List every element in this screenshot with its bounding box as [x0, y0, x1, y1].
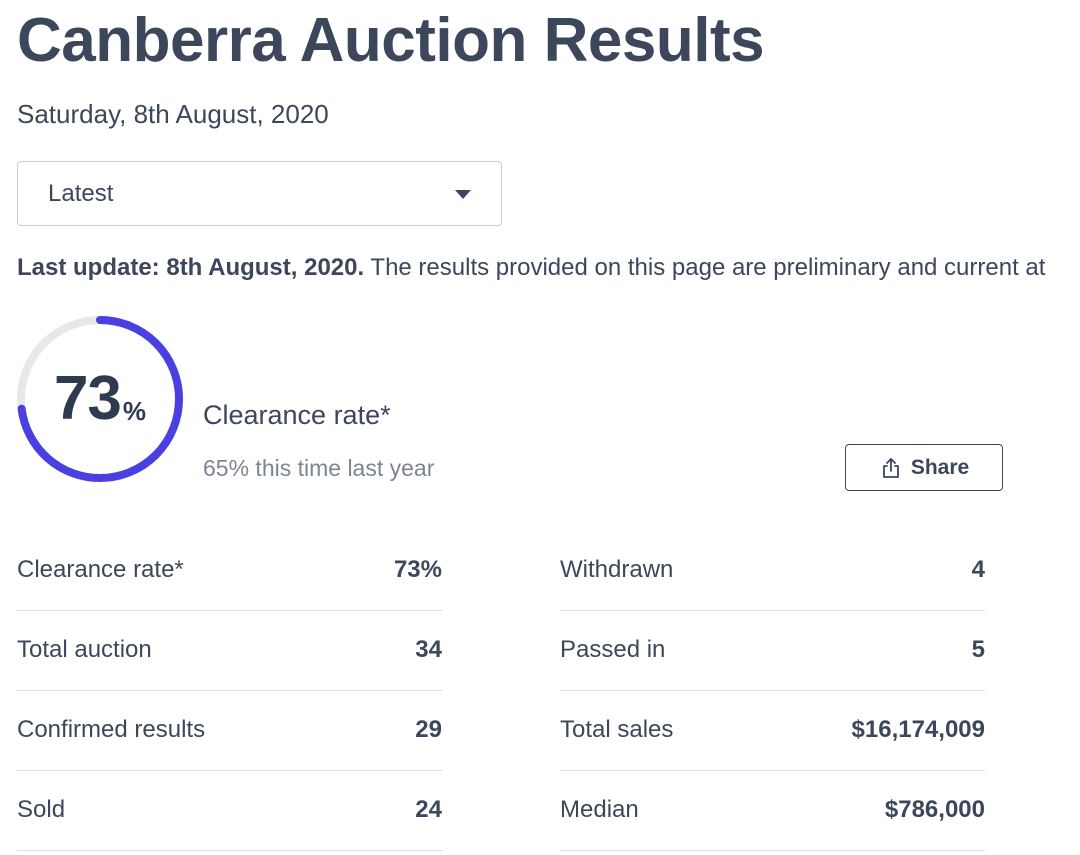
stat-value: 5: [971, 636, 985, 663]
share-button-label: Share: [910, 455, 970, 479]
stat-label: Withdrawn: [560, 556, 674, 583]
last-update-notice: Last update: 8th August, 2020. The resul…: [17, 252, 1080, 284]
stats-table-right: Withdrawn 4 Passed in 5 Total sales $16,…: [560, 531, 985, 851]
gauge-value: 73%: [15, 314, 185, 484]
chevron-down-icon: [455, 190, 471, 199]
stat-row-median: Median $786,000: [560, 771, 985, 851]
stat-value: 29: [415, 716, 442, 743]
last-update-text: The results provided on this page are pr…: [364, 254, 1046, 281]
gauge-percent-sign: %: [122, 396, 147, 426]
gauge-progress-arc: [17, 316, 183, 482]
stat-value: 73%: [393, 556, 442, 583]
stat-row-total-sales: Total sales $16,174,009: [560, 691, 985, 771]
stat-label: Confirmed results: [17, 716, 206, 743]
gauge-number: 73: [53, 364, 122, 433]
stat-label: Passed in: [560, 636, 666, 663]
clearance-last-year: 65% this time last year: [203, 455, 435, 481]
stat-row-total-auction: Total auction 34: [17, 611, 442, 691]
clearance-rate-gauge: 73%: [15, 314, 185, 484]
stat-label: Sold: [17, 796, 66, 823]
stat-row-clearance-rate: Clearance rate* 73%: [17, 531, 442, 611]
stat-row-confirmed-results: Confirmed results 29: [17, 691, 442, 771]
stat-label: Total auction: [17, 636, 152, 663]
stat-value: $16,174,009: [851, 716, 985, 743]
auction-date: Saturday, 8th August, 2020: [17, 99, 329, 129]
clearance-rate-label: Clearance rate*: [203, 400, 391, 430]
stat-value: 24: [415, 796, 442, 823]
stat-label: Total sales: [560, 716, 674, 743]
stat-value: $786,000: [884, 796, 985, 823]
stat-row-sold: Sold 24: [17, 771, 442, 851]
share-button[interactable]: Share: [845, 444, 1003, 491]
clearance-ring: [17, 316, 183, 482]
stat-row-passed-in: Passed in 5: [560, 611, 985, 691]
share-icon: [879, 456, 903, 480]
stat-label: Median: [560, 796, 639, 823]
page-title: Canberra Auction Results: [17, 6, 765, 75]
stat-value: 4: [971, 556, 985, 583]
last-update-label: Last update: 8th August, 2020.: [17, 254, 365, 281]
stat-value: 34: [415, 636, 442, 663]
stat-label: Clearance rate*: [17, 556, 184, 583]
stats-table-left: Clearance rate* 73% Total auction 34 Con…: [17, 531, 442, 851]
stat-row-withdrawn: Withdrawn 4: [560, 531, 985, 611]
dropdown-selected-value: Latest: [48, 180, 114, 207]
results-period-dropdown[interactable]: Latest: [17, 161, 502, 226]
